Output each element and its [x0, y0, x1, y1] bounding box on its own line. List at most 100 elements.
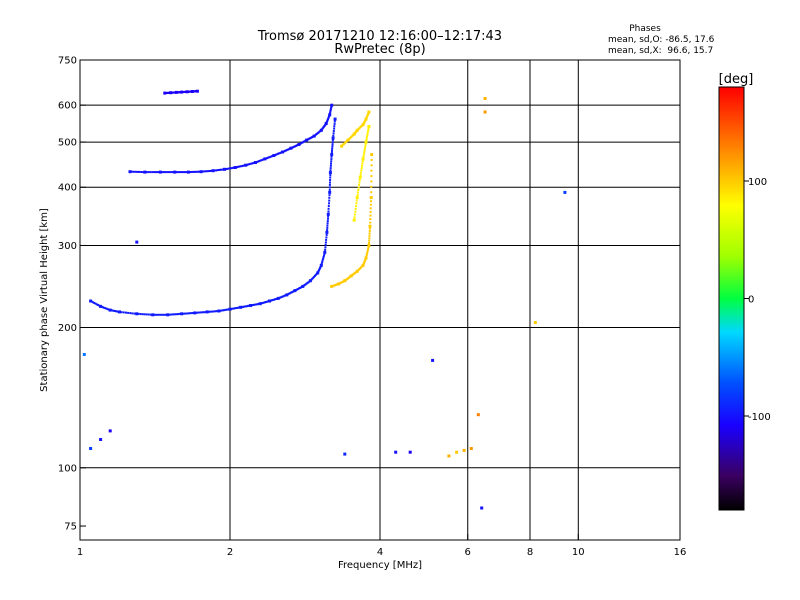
echo-point — [326, 212, 330, 216]
echo-point-fill — [361, 160, 364, 163]
echo-point-fill — [363, 149, 366, 152]
echo-point — [211, 169, 215, 173]
echo-point-fill — [110, 309, 113, 312]
echo-point — [166, 313, 170, 317]
echo-point-fill — [226, 167, 229, 170]
colorbar-tick-label: 100 — [748, 177, 767, 188]
echo-point-fill — [248, 163, 251, 166]
echo-point-fill — [328, 194, 331, 197]
echo-point-fill — [244, 305, 247, 308]
echo-point-fill — [364, 143, 367, 146]
echo-point-fill — [127, 311, 130, 314]
y-tick-label: 750 — [58, 56, 77, 67]
echo-point — [128, 170, 132, 174]
echo-point — [272, 154, 276, 157]
echo-point-fill — [231, 166, 234, 169]
echo-point-fill — [203, 311, 206, 314]
echo-point-fill — [170, 313, 173, 316]
echo-point — [330, 103, 334, 107]
echo-point-fill — [195, 170, 198, 173]
echo-point-fill — [157, 171, 160, 174]
stats-line-o: mean, sd,O: -86.5, 17.6 — [608, 35, 715, 45]
scatter-point — [469, 447, 473, 450]
echo-point-fill — [185, 171, 188, 174]
echo-point-fill — [195, 311, 198, 314]
echo-point-fill — [206, 170, 209, 173]
echo-point-fill — [262, 301, 265, 304]
scatter-point — [476, 413, 480, 417]
echo-point-fill — [133, 312, 136, 315]
plot-area: 1 2 4 6 8 10 16 75 100 200 300 400 500 600 750 — [58, 56, 686, 559]
echo-point — [233, 166, 237, 169]
echo-point-fill — [265, 157, 267, 160]
echo-point — [364, 140, 368, 144]
echo-point-fill — [240, 165, 243, 168]
echo-point-fill — [358, 181, 361, 184]
echo-point-fill — [132, 170, 135, 173]
echo-point-fill — [333, 122, 336, 125]
echo-point-fill — [269, 155, 272, 158]
echo-point-fill — [327, 215, 330, 218]
echo-point-fill — [324, 246, 327, 249]
echo-point-fill — [366, 135, 369, 138]
scatter-point — [455, 450, 459, 454]
echo-point-fill — [287, 148, 290, 151]
echo-point-fill — [367, 129, 370, 132]
echo-point — [263, 157, 267, 161]
echo-point-fill — [275, 153, 278, 156]
echo-point — [352, 218, 356, 222]
echo-point-fill — [321, 261, 324, 263]
echo-point-fill — [370, 175, 373, 178]
echo-point-fill — [363, 147, 366, 150]
echo-point-fill — [362, 155, 365, 158]
scatter-point — [394, 450, 398, 454]
echo-point-fill — [224, 308, 227, 311]
x-tick-label: 16 — [674, 547, 687, 558]
colorbar: [deg] -100 0 100 — [718, 72, 771, 511]
echo-point-fill — [172, 171, 174, 174]
echo-point-fill — [330, 155, 333, 158]
echo-point-fill — [366, 249, 369, 252]
echo-point-fill — [353, 216, 356, 219]
colorbar-tick-label: 0 — [748, 295, 754, 306]
echo-point-fill — [321, 259, 324, 262]
echo-point-fill — [116, 310, 119, 313]
stats-line-x: mean, sd,X: 96.6, 15.7 — [608, 46, 713, 56]
echo-point-fill — [93, 302, 96, 304]
echo-point-fill — [215, 169, 217, 172]
echo-point-fill — [272, 298, 275, 301]
echo-point-fill — [252, 304, 254, 306]
echo-point-fill — [220, 168, 223, 171]
echo-point — [99, 304, 103, 308]
echo-point-fill — [369, 210, 372, 213]
scatter-point — [533, 321, 537, 324]
echo-point-fill — [145, 171, 148, 174]
echo-point-fill — [329, 174, 332, 177]
echo-point-fill — [161, 171, 164, 174]
echo-point-fill — [235, 307, 238, 309]
echo-point-fill — [365, 253, 368, 256]
echo-point-fill — [368, 232, 371, 235]
echo-point — [205, 310, 209, 314]
echo-point-fill — [368, 230, 371, 232]
echo-point — [358, 175, 362, 179]
echo-point — [118, 310, 121, 314]
echo-point-fill — [100, 305, 103, 308]
echo-point-fill — [330, 162, 332, 165]
echo-point-fill — [184, 171, 186, 174]
echo-point-fill — [365, 139, 368, 142]
echo-point-fill — [196, 311, 199, 314]
echo-point-fill — [368, 237, 371, 240]
echo-point-fill — [252, 162, 254, 165]
echo-point-fill — [250, 162, 253, 165]
echo-point-fill — [328, 202, 330, 205]
echo-point-fill — [242, 164, 245, 167]
echo-point-fill — [277, 152, 280, 155]
echo-point-fill — [324, 241, 327, 244]
echo-point-fill — [149, 171, 152, 174]
echo-point-fill — [149, 313, 152, 316]
echo-point-fill — [255, 161, 258, 163]
echo-point — [330, 153, 334, 157]
echo-point — [367, 125, 371, 128]
axis-ticks — [79, 59, 681, 540]
